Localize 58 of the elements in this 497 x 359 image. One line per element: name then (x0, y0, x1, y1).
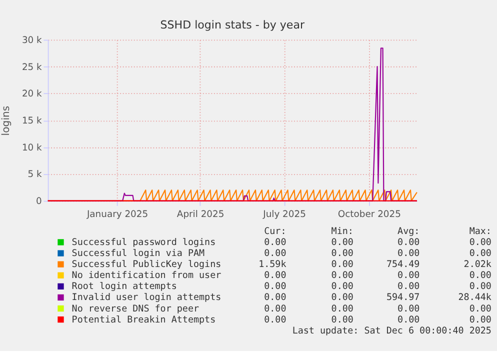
legend-label: Successful PublicKey logins (72, 259, 222, 270)
text: 0.00 (469, 248, 492, 260)
y-axis-title: logins (1, 106, 12, 136)
text: 0.00 (264, 292, 286, 304)
text: 0.00 (398, 281, 420, 292)
x-tick-label: April 2025 (176, 208, 224, 220)
text: 0.00 (398, 248, 420, 260)
x-tick-label: October 2025 (338, 208, 402, 220)
chart-title: SSHD login stats - by year (160, 18, 305, 32)
text: Min: (331, 226, 354, 237)
y-tick-label: 10 k (22, 142, 43, 154)
text: 0.00 (264, 303, 286, 314)
legend-label: Successful password logins (72, 236, 216, 248)
legend-label: Successful login via PAM (72, 248, 206, 260)
text: 0.00 (398, 236, 420, 248)
text: 0.00 (264, 270, 286, 282)
y-tick-label: 30 k (22, 34, 43, 46)
text: 0.00 (331, 270, 354, 282)
text: 754.49 (386, 259, 420, 270)
text: 0.00 (398, 303, 420, 314)
y-tick-label: 20 k (22, 88, 43, 100)
text: 0.00 (331, 314, 354, 326)
text: 0.00 (398, 314, 420, 326)
x-tick-label: January 2025 (86, 208, 148, 220)
legend-label: Invalid user login attempts (72, 292, 222, 304)
text: 0.00 (264, 314, 286, 326)
text: 0.00 (331, 248, 354, 260)
text: 0.00 (264, 281, 286, 292)
text: Max: (469, 226, 492, 237)
text: 0.00 (331, 236, 354, 248)
text: 1.59k (258, 259, 287, 270)
text: 594.97 (386, 292, 420, 304)
text: Avg: (398, 226, 420, 237)
text: 0.00 (469, 236, 492, 248)
text: 2.02k (464, 259, 492, 270)
text: 0.00 (469, 303, 492, 314)
y-tick-label: 25 k (22, 62, 43, 73)
text: 0.00 (469, 281, 492, 292)
text: 0.00 (264, 236, 286, 248)
text: 0.00 (469, 314, 492, 326)
text: 0.00 (331, 259, 354, 270)
x-tick-label: July 2025 (262, 208, 306, 220)
text: 0.00 (469, 270, 492, 282)
y-tick-label: 15 k (22, 116, 43, 126)
text: 0.00 (398, 270, 420, 282)
text: 0.00 (264, 248, 286, 260)
legend-label: No identification from user (72, 270, 222, 282)
text: 0.00 (331, 303, 354, 314)
legend-label: No reverse DNS for peer (72, 303, 200, 314)
y-tick-label: 5 k (28, 169, 43, 180)
text: Cur: (264, 226, 286, 237)
text: 0.00 (331, 281, 354, 292)
text: Last update: Sat Dec 6 00:00:40 2025 (292, 325, 492, 336)
y-tick-label: 0 (36, 196, 42, 208)
legend-label: Root login attempts (72, 281, 177, 292)
text: 28.44k (458, 292, 492, 304)
text: 0.00 (331, 292, 354, 304)
legend-label: Potential Breakin Attempts (72, 314, 216, 326)
